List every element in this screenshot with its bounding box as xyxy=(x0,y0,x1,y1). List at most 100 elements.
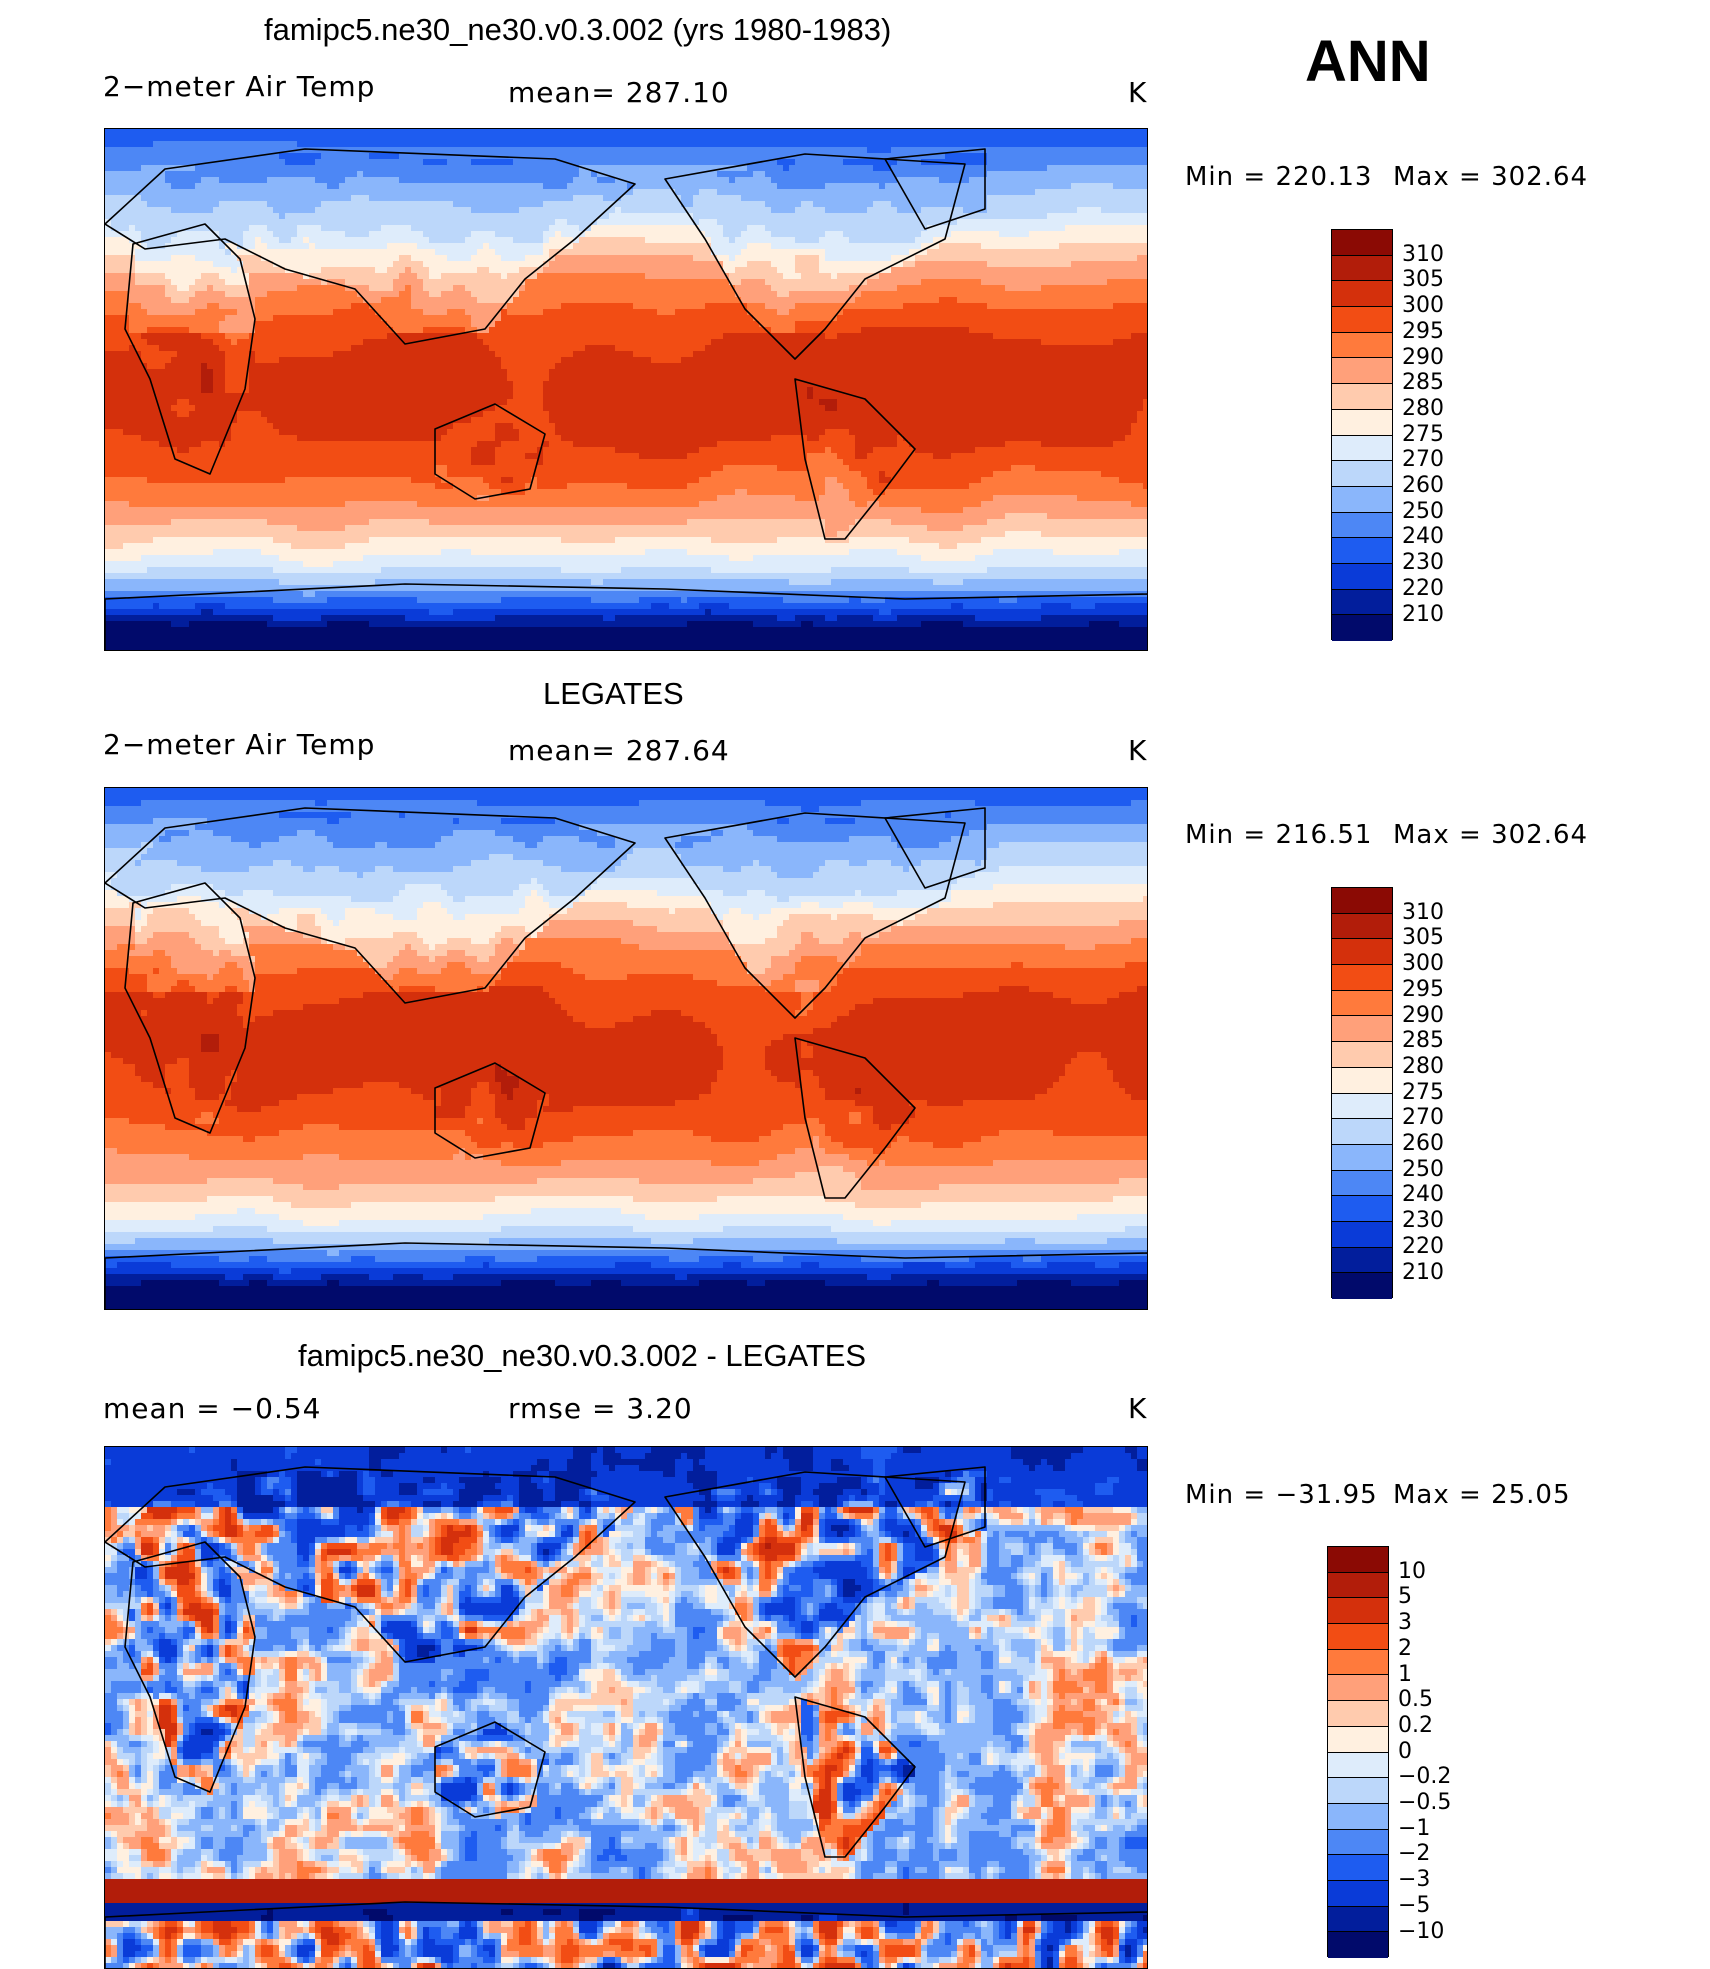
contour-cell xyxy=(1011,273,1017,279)
contour-cell xyxy=(729,297,735,303)
contour-cell xyxy=(1017,201,1023,207)
contour-cell xyxy=(129,273,135,279)
contour-cell xyxy=(135,165,141,171)
contour-cell xyxy=(375,231,381,237)
contour-cell xyxy=(231,195,237,201)
contour-cell xyxy=(297,219,303,225)
contour-cell xyxy=(585,147,591,153)
contour-cell xyxy=(129,291,135,297)
contour-cell xyxy=(411,243,417,249)
contour-cell xyxy=(969,237,975,243)
contour-cell xyxy=(381,141,387,147)
contour-cell xyxy=(591,147,597,153)
contour-cell xyxy=(405,279,411,285)
contour-cell xyxy=(513,231,519,237)
contour-cell xyxy=(393,189,399,195)
contour-cell xyxy=(1041,153,1047,159)
contour-cell xyxy=(723,153,729,159)
contour-cell xyxy=(249,171,255,177)
contour-cell xyxy=(543,267,549,273)
contour-cell xyxy=(105,201,111,207)
contour-cell xyxy=(915,159,921,165)
contour-cell xyxy=(873,279,879,285)
contour-cell xyxy=(579,243,585,249)
contour-cell xyxy=(105,225,111,231)
contour-cell xyxy=(1041,225,1047,231)
contour-cell xyxy=(231,243,237,249)
contour-cell xyxy=(957,225,963,231)
contour-cell xyxy=(831,231,837,237)
contour-cell xyxy=(807,267,813,273)
contour-cell xyxy=(939,279,945,285)
contour-cell xyxy=(447,261,453,267)
contour-cell xyxy=(189,243,195,249)
contour-cell xyxy=(429,129,435,135)
contour-cell xyxy=(495,141,501,147)
contour-cell xyxy=(681,297,687,303)
contour-cell xyxy=(225,171,231,177)
contour-cell xyxy=(381,267,387,273)
contour-cell xyxy=(189,285,195,291)
contour-cell xyxy=(315,267,321,273)
contour-cell xyxy=(825,147,831,153)
contour-cell xyxy=(783,129,789,135)
contour-cell xyxy=(735,297,741,303)
contour-cell xyxy=(171,291,177,297)
contour-cell xyxy=(1041,267,1047,273)
contour-cell xyxy=(543,129,549,135)
contour-cell xyxy=(771,261,777,267)
contour-cell xyxy=(717,255,723,261)
contour-cell xyxy=(825,159,831,165)
contour-cell xyxy=(687,189,693,195)
contour-cell xyxy=(471,129,477,135)
contour-cell xyxy=(345,219,351,225)
contour-cell xyxy=(513,153,519,159)
contour-cell xyxy=(861,255,867,261)
contour-cell xyxy=(819,255,825,261)
contour-cell xyxy=(117,159,123,165)
contour-cell xyxy=(117,285,123,291)
contour-cell xyxy=(795,249,801,255)
contour-cell xyxy=(519,231,525,237)
contour-cell xyxy=(675,249,681,255)
contour-cell xyxy=(645,285,651,291)
contour-cell xyxy=(987,267,993,273)
contour-cell xyxy=(843,267,849,273)
contour-cell xyxy=(465,195,471,201)
contour-cell xyxy=(1107,291,1113,297)
contour-cell xyxy=(819,183,825,189)
contour-cell xyxy=(735,237,741,243)
contour-cell xyxy=(507,267,513,273)
contour-cell xyxy=(141,285,147,291)
contour-cell xyxy=(639,231,645,237)
contour-cell xyxy=(285,273,291,279)
contour-cell xyxy=(477,183,483,189)
contour-cell xyxy=(807,165,813,171)
contour-cell xyxy=(195,159,201,165)
contour-cell xyxy=(837,183,843,189)
contour-cell xyxy=(615,135,621,141)
contour-cell xyxy=(1119,285,1125,291)
contour-cell xyxy=(849,273,855,279)
contour-cell xyxy=(381,279,387,285)
contour-cell xyxy=(861,189,867,195)
contour-cell xyxy=(267,171,273,177)
contour-cell xyxy=(789,261,795,267)
units-label: K xyxy=(1128,76,1147,109)
contour-cell xyxy=(687,177,693,183)
contour-cell xyxy=(1005,195,1011,201)
contour-cell xyxy=(1059,279,1065,285)
contour-cell xyxy=(219,177,225,183)
contour-cell xyxy=(1125,231,1131,237)
contour-cell xyxy=(297,135,303,141)
contour-cell xyxy=(651,261,657,267)
contour-cell xyxy=(1077,207,1083,213)
contour-cell xyxy=(123,159,129,165)
contour-cell xyxy=(309,213,315,219)
contour-cell xyxy=(267,225,273,231)
contour-cell xyxy=(555,237,561,243)
contour-cell xyxy=(1119,171,1125,177)
contour-cell xyxy=(783,201,789,207)
contour-cell xyxy=(237,273,243,279)
contour-cell xyxy=(819,135,825,141)
